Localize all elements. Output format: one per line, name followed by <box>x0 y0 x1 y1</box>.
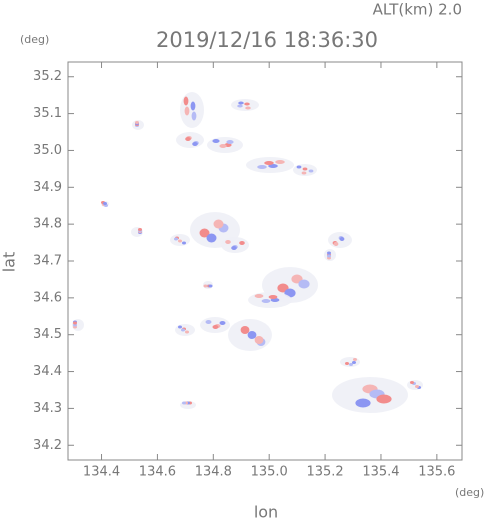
echo-core <box>213 219 224 229</box>
echo-core <box>240 326 250 334</box>
radar-echoes <box>72 92 423 413</box>
echo-core <box>178 325 182 329</box>
echo <box>248 292 292 308</box>
altitude-label: ALT(km) 2.0 <box>373 1 462 19</box>
echo-core <box>302 167 308 171</box>
echo-core <box>327 251 331 255</box>
x-tick-label: 134.8 <box>195 465 232 480</box>
echo-core <box>219 321 226 325</box>
echo-core <box>352 361 356 364</box>
echo-core <box>219 144 227 148</box>
echo-core <box>376 394 392 404</box>
y-tick-label: 34.8 <box>33 217 62 232</box>
echo-core <box>339 237 345 241</box>
echo-core <box>254 294 264 298</box>
echo-core <box>73 321 77 325</box>
echo-core <box>190 101 196 111</box>
echo-core <box>327 254 331 258</box>
echo-core <box>184 106 190 116</box>
echo-core <box>178 239 182 243</box>
x-unit: (deg) <box>455 486 484 499</box>
x-tick-label: 135.4 <box>362 465 399 480</box>
echo-core <box>410 381 414 384</box>
echo-core <box>301 171 307 175</box>
echo-core <box>208 284 213 288</box>
y-tick-label: 34.6 <box>33 290 62 305</box>
echo-core <box>212 325 219 329</box>
echo-core <box>238 101 244 105</box>
echo-core <box>182 401 186 405</box>
echo-core <box>103 202 107 205</box>
echo-core <box>226 140 234 144</box>
echo-core <box>247 331 257 339</box>
echo-core <box>205 320 212 324</box>
echo-core <box>296 165 302 169</box>
y-tick-label: 35.0 <box>33 143 62 158</box>
y-tick-label: 34.3 <box>33 401 62 416</box>
echo-core <box>268 295 278 299</box>
x-tick-label: 135.0 <box>251 465 288 480</box>
echo-core <box>355 398 371 408</box>
y-axis-label: lat <box>0 252 19 273</box>
echo-core <box>135 121 139 124</box>
echo-core <box>244 102 250 106</box>
echo-core <box>138 228 142 231</box>
x-tick-label: 134.4 <box>83 465 120 480</box>
y-tick-label: 34.4 <box>33 364 62 379</box>
x-tick-label: 134.6 <box>139 465 176 480</box>
echo-core <box>345 362 349 365</box>
echo-core <box>270 298 280 302</box>
echo-core <box>275 160 285 164</box>
echo-core <box>181 328 185 332</box>
echo-core <box>254 336 264 344</box>
echo-core <box>268 164 278 168</box>
echo-core <box>298 279 310 289</box>
echo-core <box>192 142 198 146</box>
echo-core <box>257 165 267 169</box>
echo-core <box>225 240 231 244</box>
echo-core <box>199 228 210 238</box>
echo-core <box>203 284 208 288</box>
echo-core <box>264 161 274 165</box>
echo-core <box>349 363 353 366</box>
x-axis-label: lon <box>254 503 278 521</box>
echo-core <box>183 96 189 106</box>
echo-core <box>191 111 197 121</box>
echo-core <box>237 104 243 108</box>
echo-core <box>245 106 251 110</box>
x-tick-label: 135.6 <box>418 465 455 480</box>
echo-core <box>333 242 339 246</box>
echo-core <box>415 385 419 388</box>
echo-core <box>206 233 217 243</box>
echo-core <box>308 169 314 173</box>
y-tick-label: 35.2 <box>33 69 62 84</box>
chart-title: 2019/12/16 18:36:30 <box>156 28 378 52</box>
echo-core <box>239 241 245 245</box>
y-tick-label: 35.1 <box>33 106 62 121</box>
y-tick-label: 34.5 <box>33 327 62 342</box>
echo-core <box>231 246 237 250</box>
echo-core <box>174 237 178 241</box>
echo <box>407 380 423 390</box>
echo-core <box>353 358 357 361</box>
echo-core <box>261 299 271 303</box>
echo-core <box>185 137 191 141</box>
echo-core <box>182 241 186 245</box>
echo-core <box>185 330 189 334</box>
x-tick-label: 135.2 <box>306 465 343 480</box>
echo-core <box>212 139 220 143</box>
y-unit: (deg) <box>20 33 49 46</box>
y-tick-label: 34.7 <box>33 254 62 269</box>
y-tick-label: 34.2 <box>33 438 62 453</box>
y-tick-label: 34.9 <box>33 180 62 195</box>
